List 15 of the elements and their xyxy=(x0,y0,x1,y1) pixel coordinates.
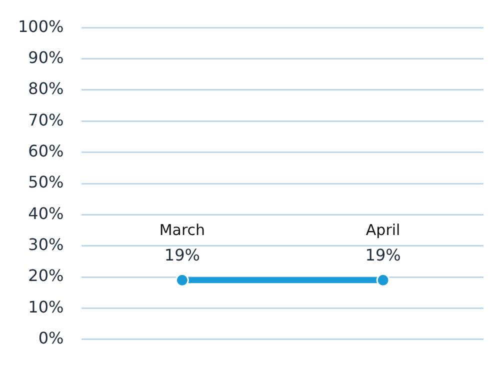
y-tick-label: 80% xyxy=(28,79,64,98)
y-tick-label: 100% xyxy=(18,16,64,36)
y-tick-label: 50% xyxy=(28,172,64,192)
y-tick-label: 20% xyxy=(28,266,64,286)
y-tick-label: 90% xyxy=(28,48,64,67)
x-tick-label: March xyxy=(159,221,206,240)
y-tick-label: 40% xyxy=(28,204,64,223)
y-tick-label: 30% xyxy=(28,235,64,254)
text: 19% xyxy=(164,245,200,264)
y-tick-label: 0% xyxy=(38,328,64,348)
x-tick-label: April xyxy=(366,221,400,240)
y-tick-label: 10% xyxy=(28,297,64,316)
y-tick-label: 70% xyxy=(28,110,64,130)
text: 19% xyxy=(365,245,401,264)
y-tick-label: 60% xyxy=(28,141,64,160)
